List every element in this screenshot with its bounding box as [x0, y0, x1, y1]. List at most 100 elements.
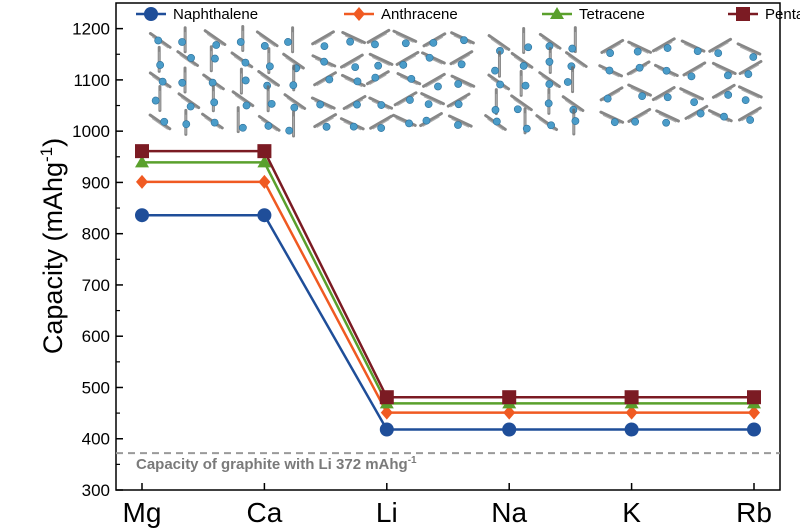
molecule — [148, 113, 172, 131]
metal-atom — [285, 126, 294, 135]
x-axis: Mg Ca Li Na K Rb — [123, 483, 772, 528]
series-pentacene — [135, 144, 761, 405]
legend-marker-tetracene — [550, 7, 564, 19]
data-point-anthracene-rb — [748, 405, 760, 420]
y-tick-label: 1000 — [72, 122, 110, 141]
metal-atom — [322, 122, 331, 131]
data-point-pentacene-mg — [135, 144, 149, 159]
molecule-bond — [741, 110, 759, 122]
molecule-bond — [260, 74, 277, 87]
metal-atom — [696, 109, 705, 118]
molecule — [684, 104, 709, 120]
metal-atom — [521, 81, 530, 90]
metal-atom — [156, 61, 165, 69]
metal-atom — [547, 121, 555, 130]
series-line-naphthalene — [142, 213, 754, 431]
metal-atom — [210, 118, 219, 127]
metal-atom — [610, 118, 619, 127]
metal-atom — [401, 39, 410, 48]
metal-atom — [568, 44, 577, 53]
legend-item-pentacene: Pentacene — [728, 6, 800, 23]
molecule-bond — [711, 41, 729, 53]
metal-atom — [454, 80, 463, 88]
series-naphthalene — [135, 208, 761, 437]
metal-atom — [241, 58, 250, 67]
metal-atom — [544, 99, 553, 108]
molecule — [450, 74, 476, 88]
metal-atom — [289, 81, 298, 90]
metal-atom — [663, 93, 672, 102]
metal-atom — [406, 96, 414, 104]
molecule — [282, 52, 305, 70]
y-tick-label: 1100 — [73, 71, 110, 90]
data-point-tetracene-ca — [257, 155, 272, 168]
x-category-label-li: Li — [376, 497, 398, 528]
metal-atom — [724, 91, 733, 99]
metal-atom — [457, 60, 466, 69]
x-category-label-mg: Mg — [123, 497, 162, 528]
metal-atom — [238, 123, 247, 132]
metal-atom — [242, 101, 251, 110]
y-tick-label: 700 — [82, 276, 110, 295]
legend-item-naphthalene: Naphthalene — [136, 6, 258, 23]
molecule-bond — [151, 117, 169, 130]
molecule-bond — [344, 34, 363, 45]
tetracene-crystal-structure-inset — [484, 26, 588, 136]
metal-atom — [422, 116, 431, 125]
graphite-reference-label-sup: -1 — [408, 455, 417, 466]
metal-atom — [491, 106, 500, 114]
legend-label-pentacene: Pentacene — [765, 6, 800, 23]
metal-atom — [399, 61, 408, 69]
metal-atom — [371, 40, 379, 49]
metal-atom — [724, 71, 732, 80]
molecule — [313, 113, 338, 129]
molecule — [711, 83, 736, 99]
y-axis-label-sup: -1 — [37, 147, 56, 162]
data-point-anthracene-k — [625, 405, 638, 420]
metal-atom — [325, 75, 334, 84]
metal-atom — [320, 57, 329, 66]
data-point-pentacene-na — [502, 390, 517, 405]
series-line-tetracene — [142, 161, 754, 405]
graphite-reference-label-main: Capacity of graphite with Li 372 mAhg — [136, 456, 408, 473]
molecule — [447, 114, 473, 128]
legend-marker-anthracene — [353, 7, 365, 21]
metal-atom — [186, 102, 195, 111]
molecule-bond — [513, 98, 530, 111]
molecule — [711, 61, 737, 75]
metal-atom — [349, 122, 358, 131]
molecule — [341, 31, 367, 45]
molecule — [283, 93, 307, 110]
metal-atom — [236, 38, 245, 46]
metal-atom — [454, 121, 462, 129]
x-category-label-k: K — [622, 497, 641, 528]
metal-atom — [407, 74, 416, 83]
data-point-pentacene-ca — [257, 144, 272, 159]
molecule — [313, 71, 337, 87]
molecule — [392, 29, 418, 43]
metal-atom — [491, 66, 499, 75]
molecule — [708, 37, 733, 53]
y-axis-label-main: Capacity (mAhg — [38, 162, 68, 354]
metal-atom — [187, 54, 195, 62]
molecule — [446, 92, 471, 108]
molecule — [369, 114, 393, 130]
y-tick-label: 500 — [82, 378, 110, 397]
molecule — [599, 110, 625, 124]
legend-marker-naphthalene — [144, 7, 158, 21]
data-point-naphthalene-na — [502, 422, 517, 437]
molecule-bond — [422, 116, 440, 127]
metal-atom — [635, 63, 644, 72]
molecule — [230, 51, 254, 69]
molecule — [627, 83, 652, 97]
metal-atom — [492, 117, 501, 126]
metal-atom — [178, 38, 186, 46]
data-point-anthracene-ca — [258, 174, 271, 189]
metal-atom — [714, 49, 723, 58]
metal-atom — [633, 47, 642, 56]
metal-atom — [720, 112, 728, 121]
series-line-pentacene — [142, 149, 754, 399]
metal-atom — [662, 66, 671, 75]
legend: Naphthalene Anthracene Tetracene Pentacene — [136, 6, 800, 23]
molecule-bond — [179, 54, 196, 67]
